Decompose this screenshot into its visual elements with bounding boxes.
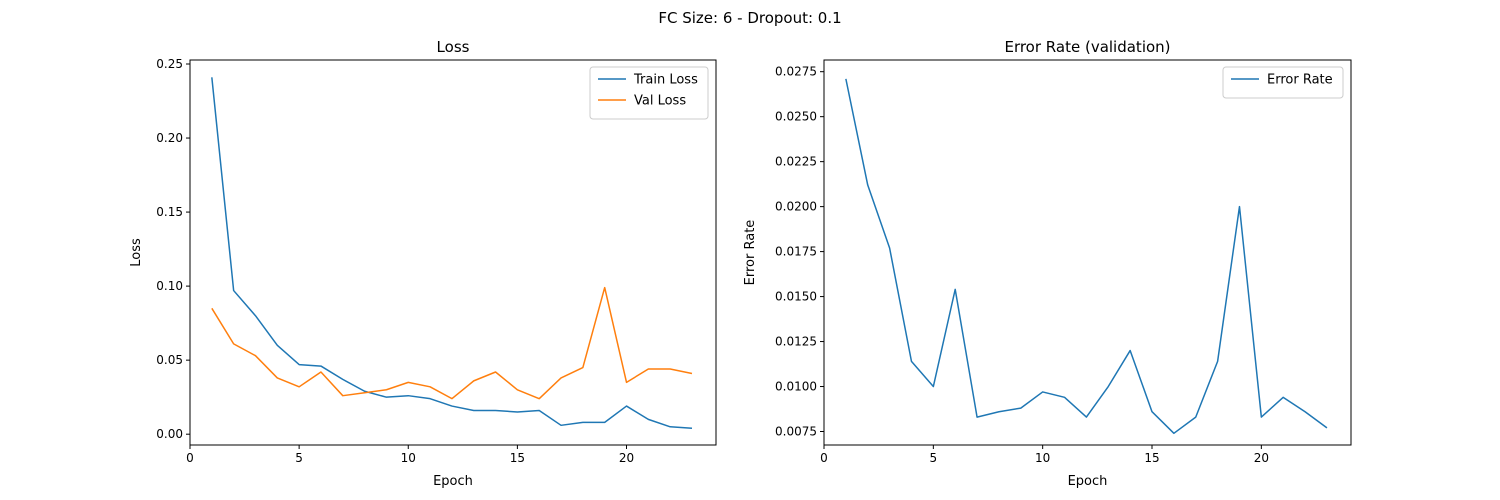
x-tick-label: 10 [1035, 451, 1050, 465]
x-tick-label: 20 [619, 451, 634, 465]
series-line-train-loss [211, 77, 693, 430]
x-tick-label: 15 [1144, 451, 1159, 465]
y-tick-label: 0.0225 [775, 155, 817, 169]
x-axis-label: Epoch [1068, 474, 1108, 489]
y-axis-label: Error Rate [743, 220, 758, 286]
x-axis-label: Epoch [433, 474, 473, 489]
x-tick-label: 20 [1254, 451, 1269, 465]
y-tick-label: 0.0175 [775, 245, 817, 259]
y-tick-label: 0.0125 [775, 335, 817, 349]
plot-frame [823, 59, 1352, 446]
chart-title: Loss [437, 38, 470, 56]
y-tick-label: 0.15 [156, 205, 183, 219]
y-tick-label: 0.20 [156, 131, 183, 145]
error-rate-chart: Error Rate (validation) 0 5 10 15 20 0.0075 0.0… [743, 38, 1352, 489]
y-tick-label: 0.0250 [775, 110, 817, 124]
plot-frame [189, 59, 717, 446]
y-tick-label: 0.0200 [775, 200, 817, 214]
loss-chart: Loss 0 5 10 15 20 0.00 0.05 0.10 0.15 0.20 0.25 Epoc… [129, 38, 717, 489]
y-tick-label: 0.25 [156, 57, 183, 71]
legend-box [1222, 66, 1344, 99]
series-line-val-loss [211, 286, 693, 400]
chart-title: Error Rate (validation) [1004, 38, 1170, 56]
legend-box [589, 66, 709, 120]
y-tick-label: 0.05 [156, 353, 183, 367]
x-tick-label: 15 [510, 451, 525, 465]
x-tick-label: 0 [820, 451, 828, 465]
y-tick-label: 0.0150 [775, 290, 817, 304]
x-tick-label: 0 [186, 451, 194, 465]
legend-label: Train Loss [633, 73, 698, 88]
legend-label: Error Rate [1267, 73, 1333, 88]
x-tick-label: 5 [295, 451, 303, 465]
x-tick-label: 10 [401, 451, 416, 465]
y-tick-label: 0.00 [156, 427, 183, 441]
y-tick-label: 0.0275 [775, 65, 817, 79]
y-axis-label: Loss [129, 238, 144, 267]
y-tick-label: 0.10 [156, 279, 183, 293]
y-tick-label: 0.0100 [775, 380, 817, 394]
y-tick-label: 0.0075 [775, 425, 817, 439]
x-tick-label: 5 [930, 451, 938, 465]
legend-label: Val Loss [634, 94, 686, 109]
figure-suptitle: FC Size: 6 - Dropout: 0.1 [658, 9, 841, 27]
series-line-error-rate [845, 78, 1328, 435]
